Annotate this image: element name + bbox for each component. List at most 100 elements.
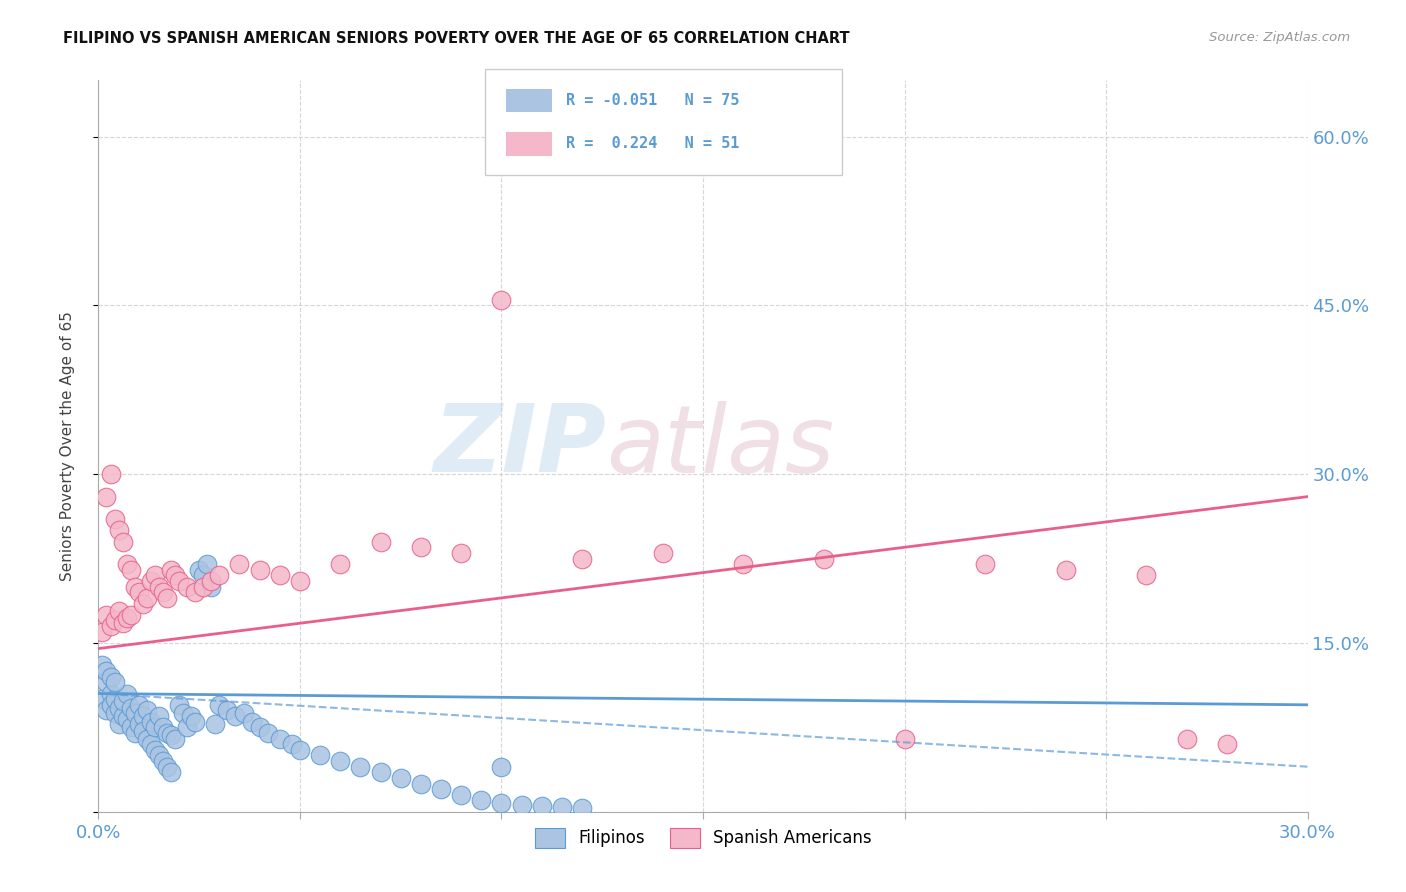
Point — [111, 709, 134, 723]
Point — [450, 546, 472, 560]
Point — [269, 731, 291, 746]
Point — [281, 737, 304, 751]
Point — [148, 709, 170, 723]
Point — [188, 563, 211, 577]
Text: R = -0.051   N = 75: R = -0.051 N = 75 — [567, 94, 740, 108]
Point — [143, 568, 166, 582]
Point — [172, 706, 194, 720]
Point — [132, 709, 155, 723]
Point — [152, 754, 174, 768]
Point — [107, 524, 129, 538]
Point — [176, 720, 198, 734]
Point — [115, 611, 138, 625]
Point — [160, 728, 183, 742]
Point — [120, 607, 142, 622]
Text: FILIPINO VS SPANISH AMERICAN SENIORS POVERTY OVER THE AGE OF 65 CORRELATION CHAR: FILIPINO VS SPANISH AMERICAN SENIORS POV… — [63, 31, 849, 46]
Point — [96, 664, 118, 678]
Point — [974, 557, 997, 571]
Point — [163, 568, 186, 582]
Point — [491, 293, 513, 307]
Point — [288, 743, 311, 757]
Point — [139, 737, 162, 751]
Point — [100, 687, 122, 701]
Point — [184, 585, 207, 599]
Point — [1175, 731, 1198, 746]
Point — [152, 720, 174, 734]
Point — [96, 490, 118, 504]
Point — [143, 720, 166, 734]
Point — [240, 714, 263, 729]
Point — [651, 546, 673, 560]
Point — [156, 726, 179, 740]
Point — [96, 675, 118, 690]
Point — [208, 698, 231, 712]
Point — [111, 534, 134, 549]
Point — [124, 580, 146, 594]
FancyBboxPatch shape — [506, 132, 551, 155]
Point — [204, 717, 226, 731]
Point — [148, 580, 170, 594]
Point — [389, 771, 412, 785]
Point — [135, 703, 157, 717]
Point — [107, 701, 129, 715]
Point — [269, 568, 291, 582]
Point — [1135, 568, 1157, 582]
Legend: Filipinos, Spanish Americans: Filipinos, Spanish Americans — [527, 821, 879, 855]
Point — [100, 619, 122, 633]
Point — [167, 698, 190, 712]
Point — [120, 563, 142, 577]
Point — [103, 614, 125, 628]
Point — [224, 709, 246, 723]
Point — [91, 624, 114, 639]
Point — [139, 714, 162, 729]
Point — [329, 557, 352, 571]
Point — [115, 687, 138, 701]
Point — [193, 580, 215, 594]
Point — [200, 574, 222, 588]
Point — [370, 765, 392, 780]
Point — [156, 591, 179, 605]
Point — [733, 557, 755, 571]
Point — [288, 574, 311, 588]
Text: R =  0.224   N = 51: R = 0.224 N = 51 — [567, 136, 740, 152]
Point — [135, 731, 157, 746]
Point — [256, 726, 278, 740]
Point — [152, 585, 174, 599]
Point — [120, 720, 142, 734]
Point — [132, 723, 155, 738]
FancyBboxPatch shape — [506, 89, 551, 112]
Point — [100, 698, 122, 712]
Point — [370, 534, 392, 549]
Point — [200, 580, 222, 594]
Point — [208, 568, 231, 582]
Text: Source: ZipAtlas.com: Source: ZipAtlas.com — [1209, 31, 1350, 45]
Point — [450, 788, 472, 802]
Point — [160, 563, 183, 577]
Point — [163, 731, 186, 746]
Point — [111, 615, 134, 630]
Point — [893, 731, 915, 746]
Point — [409, 541, 432, 555]
Point — [128, 585, 150, 599]
Point — [107, 604, 129, 618]
Point — [115, 713, 138, 727]
Point — [228, 557, 250, 571]
Point — [103, 675, 125, 690]
Point — [100, 467, 122, 482]
Point — [135, 591, 157, 605]
Point — [1216, 737, 1239, 751]
Point — [103, 706, 125, 720]
Point — [193, 568, 215, 582]
Point — [124, 726, 146, 740]
Point — [195, 557, 218, 571]
Point — [249, 563, 271, 577]
Point — [430, 782, 453, 797]
Point — [180, 709, 202, 723]
Point — [128, 698, 150, 712]
Point — [551, 800, 574, 814]
Point — [249, 720, 271, 734]
Point — [309, 748, 332, 763]
Point — [349, 760, 371, 774]
Point — [96, 607, 118, 622]
Point — [132, 597, 155, 611]
